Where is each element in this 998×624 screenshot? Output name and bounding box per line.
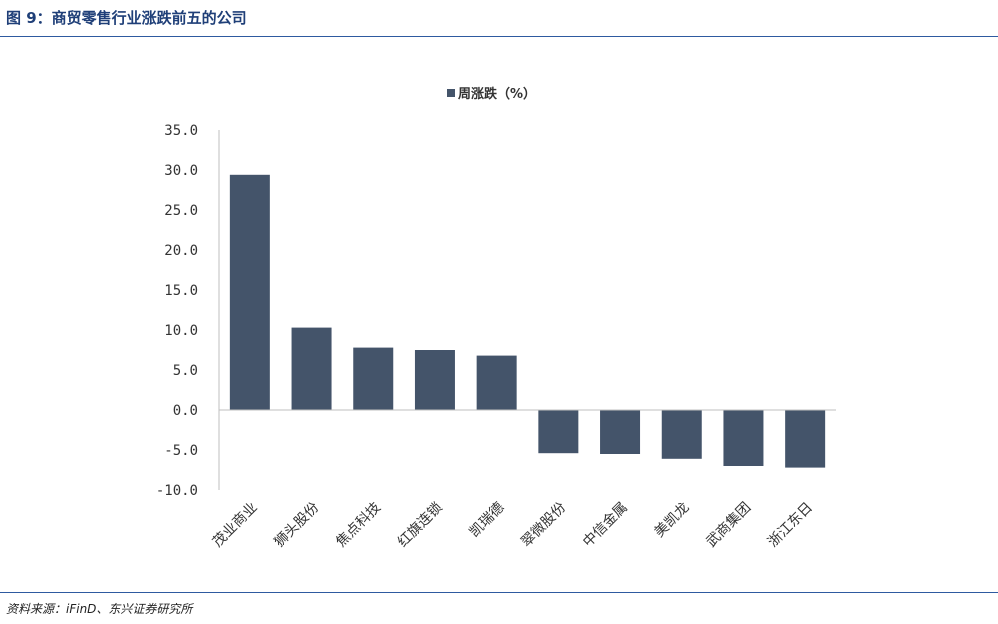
bottom-divider (0, 592, 998, 593)
bar (538, 410, 579, 454)
x-tick-label: 凯瑞德 (466, 500, 507, 541)
y-tick-label: 30.0 (164, 163, 198, 179)
x-tick-label: 中信金属 (580, 500, 631, 551)
top-divider (0, 36, 998, 37)
figure-title: 图 9：商贸零售行业涨跌前五的公司 (6, 9, 247, 27)
bar (476, 355, 517, 410)
bar (229, 174, 270, 410)
x-tick-label: 狮头股份 (271, 500, 322, 551)
legend-label: 周涨跌（%） (458, 86, 536, 102)
bar-chart: 周涨跌（%） 35.0 30.0 25.0 20.0 15.0 10.0 5.0 0.0 -5.… (156, 86, 836, 551)
x-tick-label: 茂业商业 (209, 499, 261, 551)
y-tick-label: 25.0 (164, 203, 198, 219)
y-tick-label: 10.0 (164, 323, 198, 339)
bar (291, 327, 332, 410)
x-tick-label: 武商集团 (703, 499, 755, 551)
bar (353, 347, 394, 410)
legend-swatch (447, 89, 455, 97)
bar (661, 410, 702, 459)
bar (414, 350, 455, 410)
y-tick-label: 0.0 (173, 403, 198, 419)
x-tick-label: 美凯龙 (652, 500, 693, 541)
y-tick-label: 35.0 (164, 123, 198, 139)
y-tick-label: 5.0 (173, 363, 198, 379)
source-note: 资料来源：iFinD、东兴证券研究所 (6, 602, 193, 616)
y-tick-label: 15.0 (164, 283, 198, 299)
x-tick-label: 红旗连锁 (395, 500, 446, 551)
bar (723, 410, 764, 466)
x-tick-label: 焦点科技 (333, 500, 384, 551)
y-tick-label: 20.0 (164, 243, 198, 259)
bars (229, 174, 826, 468)
legend: 周涨跌（%） (447, 86, 536, 102)
x-tick-labels: 茂业商业 狮头股份 焦点科技 红旗连锁 凯瑞德 翠微股份 中信金属 美凯龙 武商集团 浙江东日 (209, 499, 816, 551)
y-tick-label: -5.0 (164, 443, 198, 459)
bar (785, 410, 826, 468)
y-tick-label: -10.0 (156, 483, 198, 499)
y-tick-labels: 35.0 30.0 25.0 20.0 15.0 10.0 5.0 0.0 -5.0 -10.0 (156, 123, 198, 499)
x-tick-label: 浙江东日 (765, 500, 816, 551)
bar (600, 410, 641, 454)
x-tick-label: 翠微股份 (518, 500, 569, 551)
